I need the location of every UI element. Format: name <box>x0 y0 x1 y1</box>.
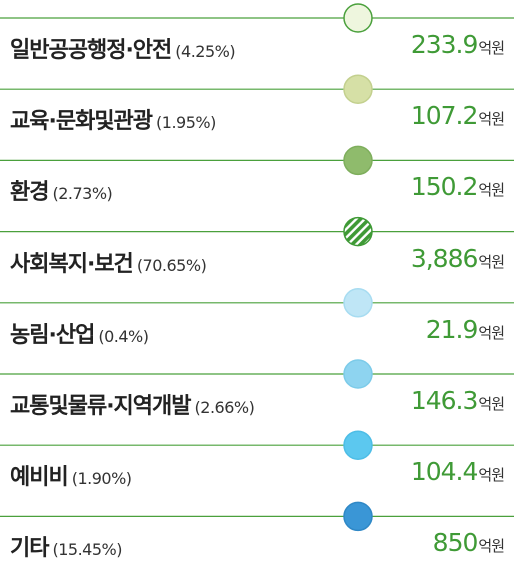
amount-unit: 억원 <box>478 323 505 342</box>
item-name: 사회복지·보건 (70.65%) <box>10 246 207 278</box>
item-label: 환경 <box>10 180 49 206</box>
item-amount: 3,886억원 <box>410 243 505 273</box>
legend-dot <box>343 288 373 318</box>
item-name: 교육·문화및관광 (1.95%) <box>10 103 216 135</box>
item-percent: (1.95%) <box>156 113 216 133</box>
legend-dot <box>343 501 373 532</box>
item-amount: 150.2억원 <box>410 172 505 202</box>
item-name: 기타 (15.45%) <box>10 530 122 562</box>
item-label: 교통및물류·지역개발 <box>10 394 192 419</box>
item-name: 일반공공행정·안전 (4.25%) <box>10 32 236 64</box>
amount-unit: 억원 <box>478 252 505 271</box>
amount-value: 233.9 <box>410 30 479 59</box>
amount-unit: 억원 <box>478 466 505 485</box>
item-label: 농림·산업 <box>10 322 95 348</box>
amount-unit: 억원 <box>478 181 505 200</box>
item-name: 농림·산업 (0.4%) <box>10 317 149 349</box>
item-amount: 104.4억원 <box>410 457 505 487</box>
item-name: 교통및물류·지역개발 (2.66%) <box>10 388 255 420</box>
amount-value: 850 <box>432 528 479 558</box>
item-amount: 233.9억원 <box>410 30 505 59</box>
legend-dot <box>343 3 373 33</box>
item-label: 예비비 <box>10 465 69 491</box>
item-label: 교육·문화및관광 <box>10 109 153 135</box>
amount-value: 146.3 <box>410 386 479 415</box>
amount-value: 3,886 <box>410 243 479 273</box>
amount-unit: 억원 <box>478 110 505 129</box>
amount-unit: 억원 <box>478 39 505 57</box>
item-name: 예비비 (1.90%) <box>10 459 132 491</box>
legend-dot <box>343 145 373 176</box>
item-percent: (2.73%) <box>52 184 113 204</box>
item-name: 환경 (2.73%) <box>10 174 113 206</box>
item-percent: (1.90%) <box>71 469 132 489</box>
item-percent: (70.65%) <box>136 255 207 275</box>
legend-dot <box>343 430 373 460</box>
amount-value: 21.9 <box>425 314 479 344</box>
amount-value: 104.4 <box>410 457 479 487</box>
legend-dot <box>343 74 373 104</box>
item-percent: (4.25%) <box>175 42 236 61</box>
amount-value: 150.2 <box>410 172 479 202</box>
item-label: 기타 <box>10 536 49 562</box>
item-amount: 107.2억원 <box>410 101 505 131</box>
item-amount: 21.9억원 <box>425 314 505 344</box>
item-label: 일반공공행정·안전 <box>10 38 172 63</box>
item-percent: (2.66%) <box>194 398 255 417</box>
item-amount: 146.3억원 <box>410 386 505 415</box>
amount-unit: 억원 <box>478 395 505 413</box>
amount-unit: 억원 <box>478 537 505 556</box>
item-percent: (15.45%) <box>52 540 122 560</box>
amount-value: 107.2 <box>410 101 479 131</box>
legend-dot <box>343 359 373 389</box>
item-label: 사회복지·보건 <box>10 251 134 277</box>
legend-dot <box>343 216 373 247</box>
item-percent: (0.4%) <box>98 326 149 346</box>
item-amount: 850억원 <box>432 528 505 558</box>
